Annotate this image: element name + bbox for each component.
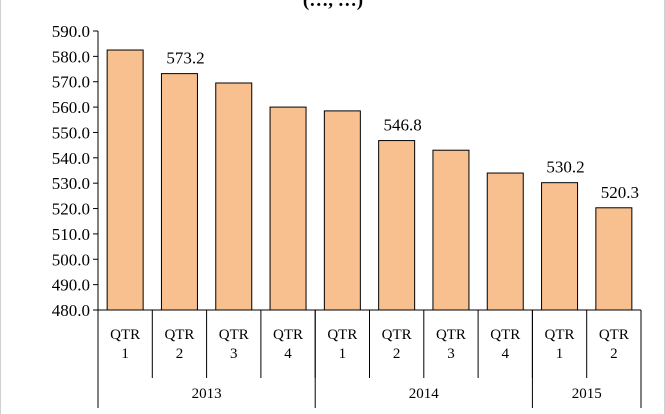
chart-title: (…, …) [303,0,363,11]
y-tick-label: 590.0 [52,22,90,41]
x-category-label: 2 [393,346,401,362]
x-category-label: 1 [556,346,564,362]
bar [323,110,361,311]
data-label: 573.2 [166,49,204,68]
x-category-label: QTR [219,327,249,343]
x-category-label: 1 [339,346,347,362]
bar [160,73,198,311]
y-tick-label: 490.0 [52,276,90,295]
y-tick-label: 570.0 [52,73,90,92]
x-category-label: 3 [230,346,238,362]
bar [378,140,416,311]
x-category-label: QTR [327,327,357,343]
x-category-label: QTR [599,327,629,343]
x-category-label: QTR [164,327,194,343]
bar [269,106,307,311]
bar [595,207,633,311]
y-tick-label: 520.0 [52,200,90,219]
bars [106,49,633,311]
x-category-label: 2 [176,346,184,362]
bar [486,172,524,311]
x-category-label: 1 [121,346,129,362]
y-tick-label: 480.0 [52,301,90,320]
y-tick-label: 560.0 [52,98,90,117]
bar [541,182,579,311]
bar [106,49,144,311]
x-axis-categories: QTR 1 QTR 2 QTR 3 QTR 4 QTR 1 QTR 2 QTR 3 QTR 4 QTR 1 QTR 2… [110,310,642,408]
x-category-label: QTR [110,327,140,343]
x-category-label: 4 [502,346,510,362]
data-label: 520.3 [601,183,639,202]
year-group-label: 2015 [572,386,602,402]
x-category-label: QTR [382,327,412,343]
x-category-label: QTR [273,327,303,343]
data-label: 530.2 [546,158,584,177]
x-category-label: 4 [284,346,292,362]
y-tick-label: 510.0 [52,225,90,244]
y-tick-label: 550.0 [52,123,90,142]
y-tick-label: 500.0 [52,250,90,269]
x-category-label: QTR [490,327,520,343]
x-category-label: 2 [610,346,618,362]
y-axis-ticks: 480.0 490.0 500.0 510.0 520.0 530.0 540.0 550.0… [52,22,98,320]
x-category-label: QTR [436,327,466,343]
data-label: 546.8 [384,116,422,135]
data-labels: 573.2 546.8 530.2 520.3 [166,49,639,202]
bar [432,149,470,311]
y-tick-label: 580.0 [52,47,90,66]
year-group-label: 2014 [409,386,440,402]
y-tick-label: 530.0 [52,174,90,193]
bar [215,82,253,311]
x-category-label: 3 [447,346,455,362]
year-group-label: 2013 [192,386,222,402]
x-category-label: QTR [545,327,575,343]
y-tick-label: 540.0 [52,149,90,168]
